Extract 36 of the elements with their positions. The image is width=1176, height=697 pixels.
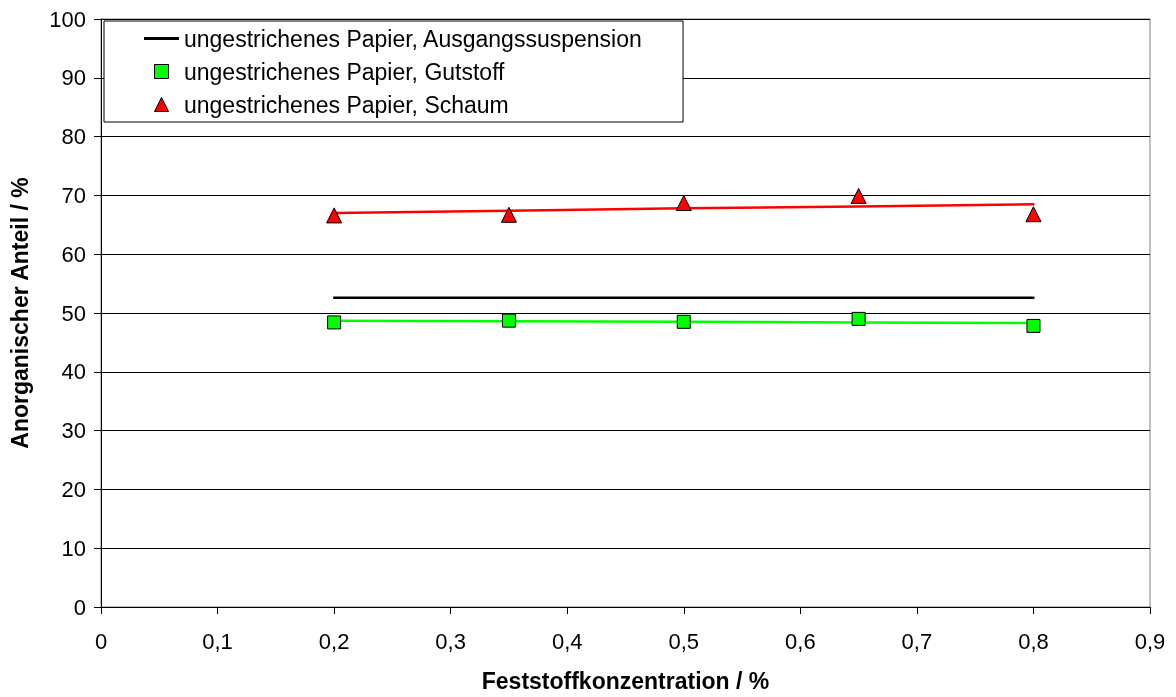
- y-tick-label: 80: [61, 124, 86, 150]
- point: [850, 187, 867, 204]
- y-tick-label: 50: [61, 300, 86, 326]
- y-tick-label: 20: [61, 476, 86, 502]
- point: [1026, 318, 1041, 333]
- x-tick-label: 0,9: [1134, 628, 1166, 654]
- point: [326, 207, 343, 224]
- y-axis-title: Anorganischer Anteil / %: [6, 177, 33, 449]
- point: [1025, 206, 1042, 223]
- point: [676, 314, 691, 329]
- x-axis-title: Feststoffkonzentration / %: [481, 667, 770, 694]
- legend-label: ungestrichenes Papier, Gutstoff: [184, 58, 506, 85]
- y-tick-label: 70: [61, 182, 86, 208]
- x-tick-label: 0,2: [318, 628, 350, 654]
- x-tick-label: 0,6: [785, 628, 816, 654]
- legend-label: ungestrichenes Papier, Schaum: [184, 91, 509, 118]
- x-tick-label: 0,5: [668, 628, 700, 654]
- x-tick-label: 0,4: [551, 628, 583, 654]
- x-tick-label: 0: [94, 628, 108, 654]
- x-tick-label: 0,8: [1018, 628, 1049, 654]
- y-tick-label: 60: [61, 241, 86, 267]
- x-tick-label: 0,7: [901, 628, 933, 654]
- point: [327, 315, 342, 330]
- y-tick-label: 0: [73, 594, 86, 620]
- y-tick-label: 10: [61, 535, 86, 561]
- point: [500, 206, 517, 223]
- point: [675, 195, 692, 212]
- x-tick-label: 0,3: [435, 628, 466, 654]
- y-tick-label: 100: [49, 6, 86, 32]
- y-tick-label: 30: [61, 418, 86, 444]
- point: [851, 311, 866, 326]
- y-tick-label: 40: [61, 359, 86, 385]
- x-tick-label: 0,1: [202, 628, 233, 654]
- point: [501, 313, 516, 328]
- y-tick-label: 90: [61, 65, 86, 91]
- legend-label: ungestrichenes Papier, Ausgangssuspension: [184, 25, 642, 52]
